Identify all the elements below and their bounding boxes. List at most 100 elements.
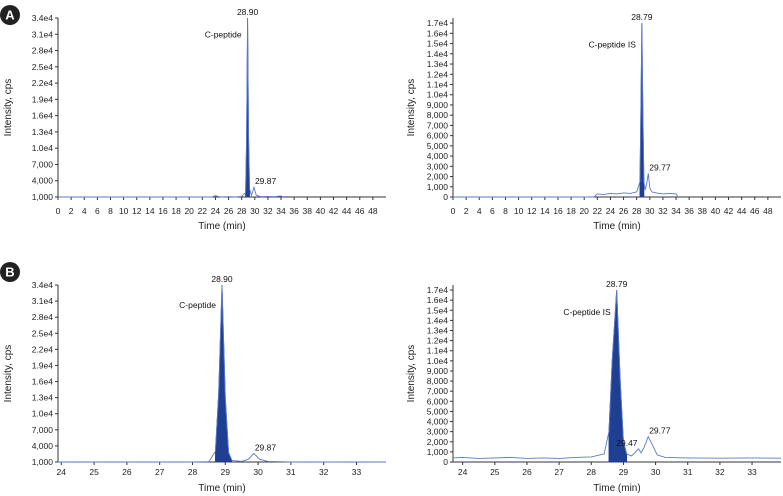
panel-badge-b: B: [0, 262, 20, 282]
peak-annotation: 29.47: [616, 438, 638, 448]
y-tick-label: 1,000: [32, 192, 54, 202]
x-tick-label: 32: [715, 467, 725, 477]
peak-annotation: 28.90: [237, 7, 259, 17]
panel-label-a: A: [5, 8, 15, 23]
chart-b-c-peptide: 1,000 4,000 7,000 1.0e4 1.3e4 1.6e4 1.9e4 2.2e4…: [3, 274, 387, 494]
x-tick-label: 30: [253, 467, 263, 477]
x-tick-label: 26: [619, 206, 629, 216]
x-tick-label: 20: [579, 206, 589, 216]
x-tick-label: 24: [57, 467, 67, 477]
peak-annotation: 28.79: [606, 279, 628, 289]
y-tick-label: 2.5e4: [32, 62, 54, 72]
x-tick-label: 40: [711, 206, 721, 216]
x-tick-label: 46: [750, 206, 760, 216]
y-axis-label: Intensity, cps: [406, 79, 417, 137]
y-tick-label: 1.6e4: [32, 111, 54, 121]
x-tick-label: 32: [319, 467, 329, 477]
y-tick-label: 1.1e4: [427, 346, 449, 356]
y-tick-label: 2.2e4: [32, 78, 54, 88]
y-tick-label: 1,000: [32, 457, 54, 467]
y-tick-label: 1.0e4: [427, 356, 449, 366]
y-tick-label: 1.9e4: [32, 360, 54, 370]
x-tick-label: 26: [122, 467, 132, 477]
x-tick-label: 28: [237, 206, 247, 216]
x-tick-label: 44: [342, 206, 352, 216]
x-tick-label: 18: [566, 206, 576, 216]
y-tick-label: 1.4e4: [427, 315, 449, 325]
y-tick-label: 1.3e4: [32, 393, 54, 403]
chart-b-c-peptide-is: 01,0002,0003,0004,0005,0006,0007,0008,00…: [406, 279, 782, 494]
y-tick-label: 8,000: [427, 110, 449, 120]
series-line: [453, 23, 679, 198]
y-tick-label: 0: [443, 192, 448, 202]
x-tick-label: 26: [522, 467, 532, 477]
panel-badge-b-circle: [0, 262, 20, 282]
x-tick-label: 40: [316, 206, 326, 216]
y-axis-label: Intensity, cps: [3, 79, 14, 137]
x-tick-label: 24: [606, 206, 616, 216]
panel-label-b: B: [5, 265, 14, 280]
y-tick-label: 1.1e4: [427, 79, 449, 89]
y-tick-label: 9,000: [427, 366, 449, 376]
x-tick-label: 32: [263, 206, 273, 216]
y-tick-label: 2,000: [427, 172, 449, 182]
y-tick-label: 3.1e4: [32, 296, 54, 306]
y-tick-label: 7,000: [32, 159, 54, 169]
peak-annotation: 29.87: [255, 176, 277, 186]
y-tick-label: 9,000: [427, 100, 449, 110]
x-tick-label: 16: [158, 206, 168, 216]
x-tick-label: 38: [698, 206, 708, 216]
x-tick-label: 2: [69, 206, 74, 216]
y-tick-label: 7,000: [427, 120, 449, 130]
x-tick-label: 48: [368, 206, 378, 216]
x-tick-label: 33: [747, 467, 757, 477]
x-tick-label: 12: [132, 206, 142, 216]
x-tick-label: 22: [593, 206, 603, 216]
y-axis-label: Intensity, cps: [406, 345, 417, 403]
x-tick-label: 31: [683, 467, 693, 477]
peak-annotation: 28.79: [631, 12, 653, 22]
y-tick-label: 3.4e4: [32, 280, 54, 290]
y-tick-label: 1.0e4: [32, 409, 54, 419]
x-tick-label: 44: [737, 206, 747, 216]
y-tick-label: 3,000: [427, 161, 449, 171]
x-tick-label: 27: [155, 467, 165, 477]
x-tick-label: 18: [171, 206, 181, 216]
x-tick-label: 4: [477, 206, 482, 216]
panel-badge-a: A: [0, 5, 20, 25]
x-tick-label: 28: [632, 206, 642, 216]
x-tick-label: 2: [464, 206, 469, 216]
y-tick-label: 1.6e4: [32, 377, 54, 387]
chart-a-c-peptide-is: 01,0002,0003,0004,0005,0006,0007,0008,00…: [406, 12, 781, 232]
y-tick-label: 1,000: [427, 447, 449, 457]
x-tick-label: 10: [119, 206, 129, 216]
peak-fill: [215, 284, 233, 463]
series-line: [452, 290, 782, 459]
y-tick-label: 7,000: [32, 425, 54, 435]
peak-annotation: 28.90: [211, 274, 233, 284]
x-tick-label: 22: [198, 206, 208, 216]
y-tick-label: 5,000: [427, 406, 449, 416]
peak-annotation: C-peptide IS: [589, 39, 637, 49]
x-tick-label: 42: [724, 206, 734, 216]
x-tick-label: 10: [514, 206, 524, 216]
y-tick-label: 6,000: [427, 396, 449, 406]
y-tick-label: 5,000: [427, 141, 449, 151]
y-tick-label: 3,000: [427, 427, 449, 437]
x-tick-label: 36: [684, 206, 694, 216]
y-tick-label: 1.6e4: [427, 28, 449, 38]
y-tick-label: 7,000: [427, 386, 449, 396]
y-tick-label: 4,000: [427, 151, 449, 161]
x-tick-label: 24: [211, 206, 221, 216]
x-tick-label: 6: [490, 206, 495, 216]
y-tick-label: 2.8e4: [32, 312, 54, 322]
y-tick-label: 1.5e4: [427, 305, 449, 315]
x-tick-label: 36: [289, 206, 299, 216]
y-tick-label: 1.7e4: [427, 285, 449, 295]
x-tick-label: 4: [82, 206, 87, 216]
panel-badge-a-circle: [0, 5, 20, 25]
peak-annotation: 29.77: [649, 162, 671, 172]
x-tick-label: 29: [619, 467, 629, 477]
y-tick-label: 1.4e4: [427, 49, 449, 59]
